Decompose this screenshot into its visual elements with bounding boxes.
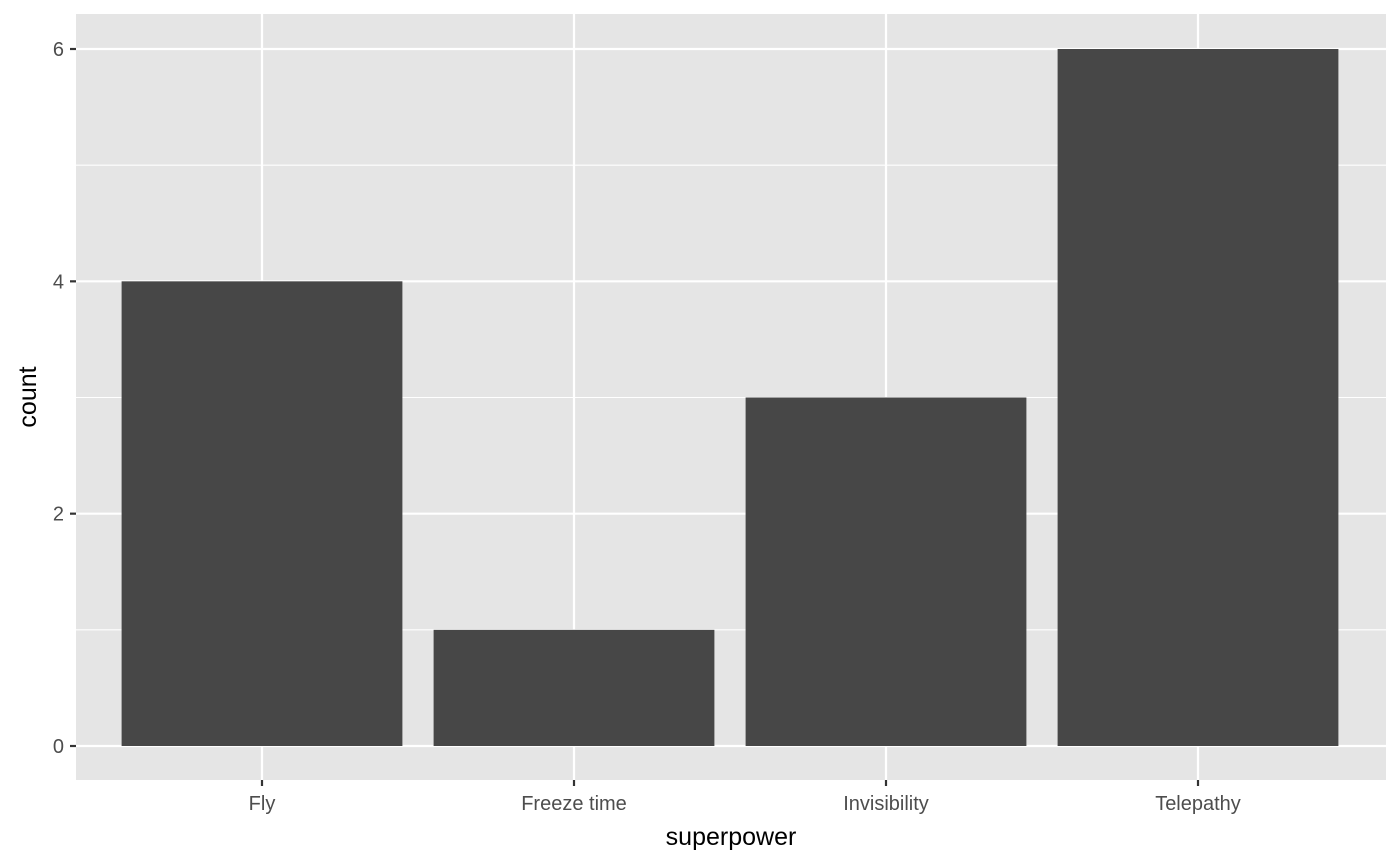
y-axis: 0 2 4 6 <box>53 39 76 758</box>
bar-invisibility <box>745 397 1027 746</box>
bar-telepathy <box>1057 49 1339 746</box>
y-tick-label: 0 <box>53 736 64 758</box>
y-axis-title: count <box>14 366 42 427</box>
x-tick-label: Invisibility <box>843 793 929 815</box>
bar-fly <box>121 281 403 746</box>
x-axis: Fly Freeze time Invisibility Telepathy <box>249 780 1241 815</box>
y-tick-label: 6 <box>53 39 64 61</box>
x-axis-title: superpower <box>666 823 797 851</box>
y-tick-label: 4 <box>53 271 64 293</box>
bar-freeze-time <box>433 629 715 746</box>
x-tick-label: Fly <box>249 793 276 815</box>
x-tick-label: Freeze time <box>521 793 627 815</box>
y-tick-label: 2 <box>53 504 64 526</box>
bars <box>121 49 1339 746</box>
x-tick-label: Telepathy <box>1155 793 1241 815</box>
